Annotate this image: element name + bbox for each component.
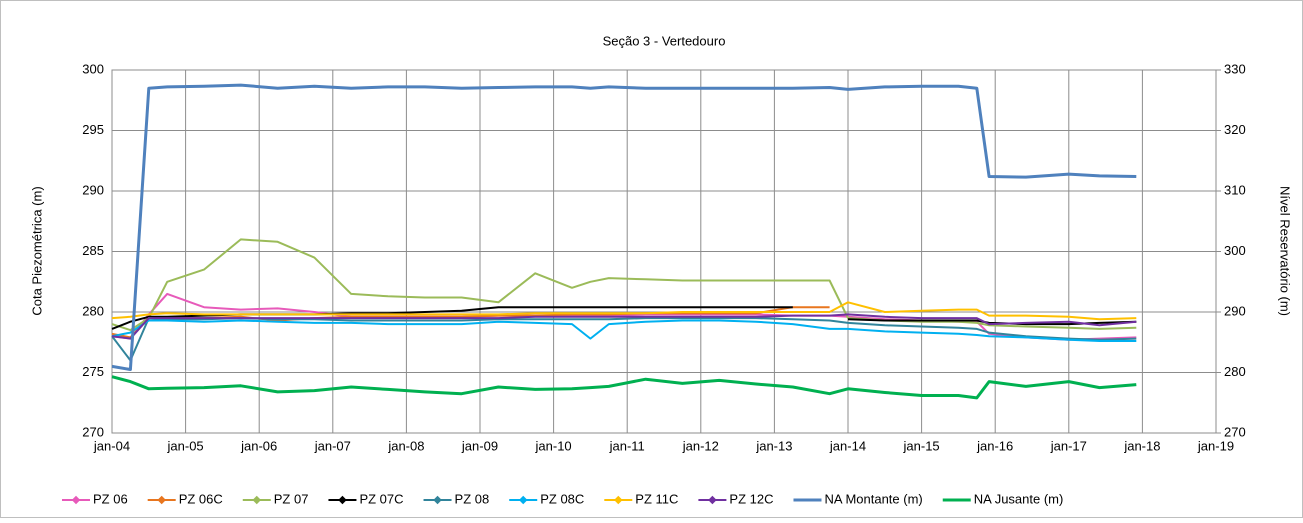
x-tick-label: jan-19 xyxy=(1197,438,1234,453)
y2-axis-label: Nível Reservatório (m) xyxy=(1278,186,1293,316)
legend-marker xyxy=(252,495,262,505)
chart-title: Seção 3 - Vertedouro xyxy=(603,33,726,48)
legend-label: PZ 08 xyxy=(455,491,490,506)
y2-tick-label: 320 xyxy=(1224,122,1246,137)
series-line xyxy=(111,375,1137,400)
x-tick-label: jan-11 xyxy=(609,438,645,453)
legend-marker xyxy=(71,495,81,505)
legend-label: PZ 06 xyxy=(93,491,128,506)
plot-border xyxy=(111,69,1217,434)
y-axis-label: Cota Piezométrica (m) xyxy=(29,186,44,315)
legend-marker xyxy=(518,495,528,505)
series-line xyxy=(111,238,1137,332)
y-tick-label: 270 xyxy=(82,424,104,439)
x-tick-label: jan-09 xyxy=(461,438,498,453)
y-tick-label: 280 xyxy=(82,303,104,318)
legend-marker xyxy=(433,495,442,505)
legend-marker xyxy=(157,495,166,505)
x-tick-label: jan-15 xyxy=(903,438,940,453)
x-tick-label: jan-08 xyxy=(387,438,424,453)
y-tick-label: 285 xyxy=(82,243,104,258)
legend-marker xyxy=(338,495,347,505)
legend-label: PZ 07C xyxy=(359,491,403,506)
x-tick-label: jan-10 xyxy=(535,438,572,453)
series-line xyxy=(111,319,1137,342)
series-line xyxy=(111,313,1137,340)
legend-marker xyxy=(708,495,717,505)
series-line xyxy=(111,301,1137,321)
legend-label: PZ 07 xyxy=(274,491,309,506)
legend-label: NA Montante (m) xyxy=(824,491,922,506)
legend-label: NA Jusante (m) xyxy=(974,491,1064,506)
legend-label: PZ 06C xyxy=(179,491,223,506)
x-tick-label: jan-18 xyxy=(1123,438,1160,453)
x-tick-label: jan-14 xyxy=(829,438,866,453)
x-tick-label: jan-07 xyxy=(314,438,351,453)
y2-tick-label: 280 xyxy=(1224,364,1246,379)
y2-tick-label: 300 xyxy=(1224,243,1246,258)
x-tick-label: jan-05 xyxy=(167,438,204,453)
legend-label: PZ 08C xyxy=(540,491,584,506)
legend-marker xyxy=(614,495,623,505)
y-tick-label: 295 xyxy=(82,122,104,137)
x-tick-label: jan-04 xyxy=(93,438,130,453)
y-tick-label: 290 xyxy=(82,182,104,197)
x-tick-label: jan-13 xyxy=(755,438,792,453)
y2-tick-label: 330 xyxy=(1224,61,1246,76)
y-tick-label: 275 xyxy=(82,364,104,379)
y-tick-label: 300 xyxy=(82,61,104,76)
y2-tick-label: 290 xyxy=(1224,303,1246,318)
x-tick-label: jan-17 xyxy=(1050,438,1087,453)
y2-tick-label: 270 xyxy=(1224,424,1246,439)
y2-tick-label: 310 xyxy=(1224,182,1246,197)
legend-label: PZ 11C xyxy=(635,491,678,506)
x-tick-label: jan-12 xyxy=(682,438,719,453)
legend-label: PZ 12C xyxy=(729,491,773,506)
x-tick-label: jan-06 xyxy=(240,438,277,453)
series-line xyxy=(111,83,1137,371)
x-tick-label: jan-16 xyxy=(976,438,1013,453)
